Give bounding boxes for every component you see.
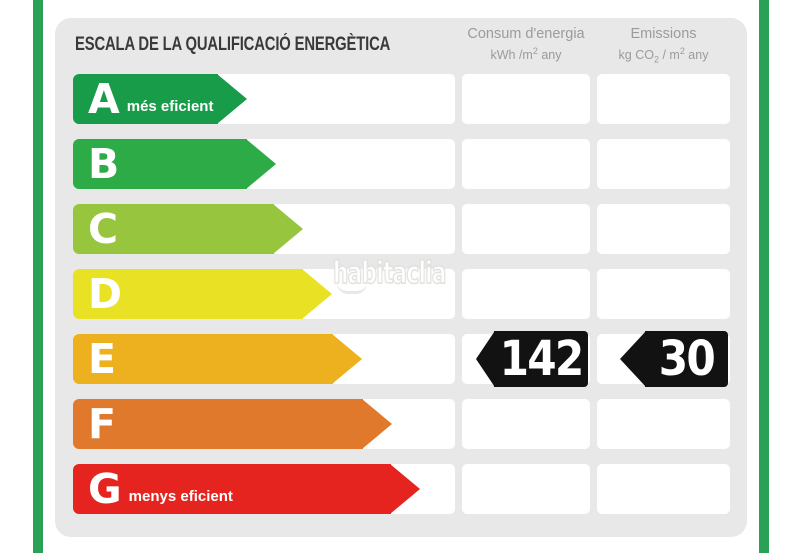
rating-arrow-tip-icon [302,269,332,319]
emissions-cell [597,464,730,514]
rating-bar-body: B [73,139,247,189]
rating-arrow-bar: F [73,399,392,449]
rating-bar-body: C [73,204,274,254]
rating-band: D [73,269,455,319]
rating-letter: E [88,335,117,383]
rating-bar-body: E [73,334,333,384]
consum-cell [462,399,590,449]
rating-band: E [73,334,455,384]
rating-letter: B [88,140,120,188]
right-green-stripe [759,0,769,553]
badge-body: 142 [493,331,588,387]
emissions-unit: kg CO2 / m2 any [618,46,709,65]
emissions-cell [597,204,730,254]
rating-row: F [73,399,730,449]
rating-sublabel: menys eficient [128,488,233,505]
rating-letter: D [88,270,123,318]
rating-arrow-bar: C [73,204,303,254]
rating-row: A més eficient [73,74,730,124]
consum-value-badge: 142 [476,331,588,387]
rating-letter: A [88,75,120,123]
emissions-cell: 30 [597,331,730,387]
rating-row: B [73,139,730,189]
rating-arrow-bar: E [73,334,362,384]
rating-letter: F [88,400,117,448]
page-title: ESCALA DE LA QUALIFICACIÓ ENERGÈTICA [75,34,391,55]
emissions-cell [597,139,730,189]
watermark-smile-icon [337,283,367,294]
rating-row: D [73,269,730,319]
emissions-cell [597,74,730,124]
rating-letter: C [88,205,119,253]
consum-cell [462,204,590,254]
rating-arrow-bar: B [73,139,276,189]
consum-cell [462,74,590,124]
consum-cell [462,464,590,514]
emissions-title: Emissions [630,26,697,42]
column-header-consum: Consum d'energia kWh /m2 any [462,25,590,63]
column-header-emissions: Emissions kg CO2 / m2 any [597,25,730,68]
emissions-value-badge: 30 [620,331,728,387]
rating-letter: G [88,465,122,513]
rating-row: E 142 30 [73,331,730,387]
rating-arrow-tip-icon [332,334,362,384]
rating-arrow-tip-icon [246,139,276,189]
consum-cell: 142 [462,331,590,387]
emissions-value: 30 [658,331,716,387]
emissions-cell [597,399,730,449]
rating-band: B [73,139,455,189]
emissions-cell [597,269,730,319]
consum-cell [462,139,590,189]
rating-band: C [73,204,455,254]
rating-arrow-bar: D [73,269,332,319]
rating-row: C [73,204,730,254]
rating-band: A més eficient [73,74,455,124]
rating-sublabel: més eficient [126,98,214,115]
rating-bar-body: F [73,399,363,449]
consum-unit: kWh /m2 any [490,46,562,63]
rating-bar-body: G menys eficient [73,464,391,514]
rating-arrow-tip-icon [390,464,420,514]
rating-bar-body: A més eficient [73,74,218,124]
consum-cell [462,269,590,319]
consum-title: Consum d'energia [467,26,585,42]
ratings-rows: A més eficient [73,74,730,529]
rating-arrow-bar: A més eficient [73,74,247,124]
badge-body: 30 [645,331,728,387]
badge-arrow-tip-icon [476,331,495,387]
rating-arrow-tip-icon [217,74,247,124]
consum-value: 142 [499,331,584,387]
badge-arrow-tip-icon [620,331,646,387]
rating-band: F [73,399,455,449]
rating-arrow-bar: G menys eficient [73,464,420,514]
rating-arrow-tip-icon [362,399,392,449]
rating-bar-body: D [73,269,303,319]
rating-band: G menys eficient [73,464,455,514]
energy-scale-panel: ESCALA DE LA QUALIFICACIÓ ENERGÈTICA Con… [55,18,747,537]
rating-row: G menys eficient [73,464,730,514]
rating-arrow-tip-icon [273,204,303,254]
left-green-stripe [33,0,43,553]
